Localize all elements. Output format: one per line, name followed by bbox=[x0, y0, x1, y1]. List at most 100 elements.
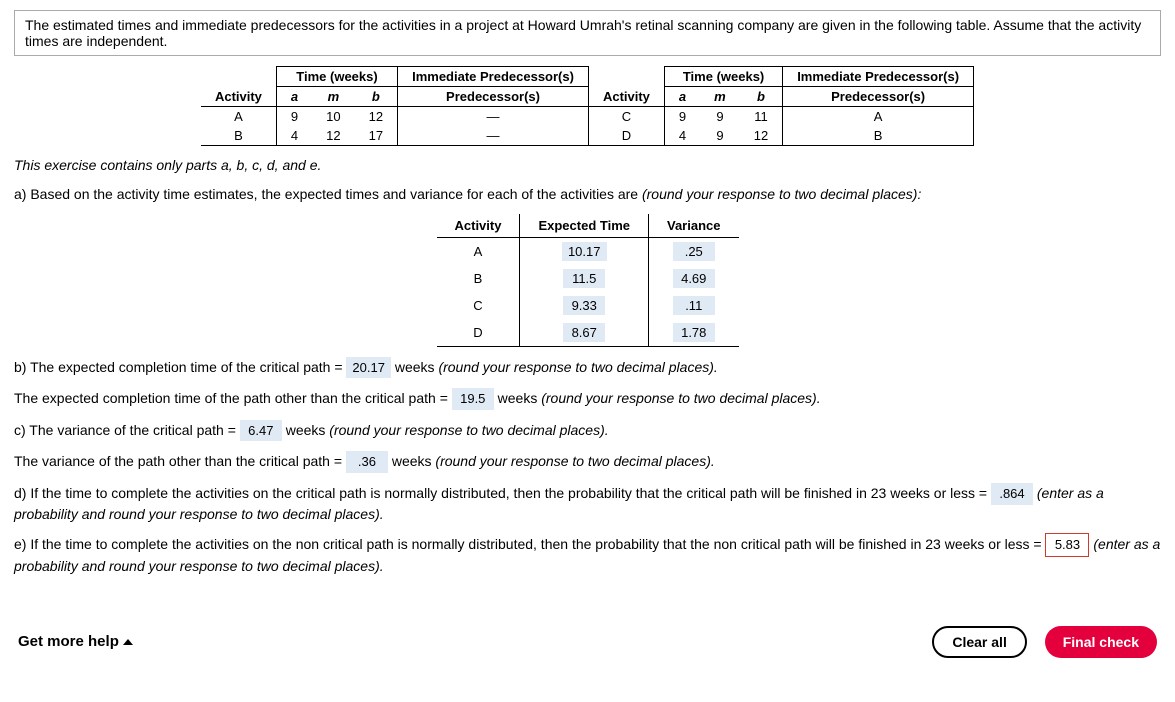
table-row: B 4 12 17 — bbox=[201, 126, 589, 146]
footer-bar: Get more help Clear all Final check bbox=[14, 626, 1161, 658]
cell: 1.78 bbox=[649, 319, 739, 347]
text: The expected completion time of the path… bbox=[14, 390, 452, 406]
part-b2: The expected completion time of the path… bbox=[14, 388, 1161, 410]
cell: B bbox=[437, 265, 520, 292]
text: a) Based on the activity time estimates,… bbox=[14, 186, 642, 202]
answer-input-error[interactable]: 5.83 bbox=[1045, 533, 1089, 557]
text: weeks bbox=[282, 422, 329, 438]
cell: 9 bbox=[276, 107, 312, 127]
cell: 11 bbox=[740, 107, 783, 127]
table-row: A 10.17 .25 bbox=[437, 237, 739, 265]
time-header: Time (weeks) bbox=[276, 67, 397, 87]
text: weeks bbox=[388, 453, 435, 469]
problem-statement: The estimated times and immediate predec… bbox=[14, 10, 1161, 56]
footer-actions: Clear all Final check bbox=[932, 626, 1157, 658]
col-a: a bbox=[276, 87, 312, 107]
cell: 12 bbox=[740, 126, 783, 146]
part-c2: The variance of the path other than the … bbox=[14, 451, 1161, 473]
answer-input[interactable]: .864 bbox=[991, 483, 1033, 505]
answer-input[interactable]: 11.5 bbox=[563, 269, 605, 288]
problem-text: The estimated times and immediate predec… bbox=[25, 17, 1141, 49]
cell: .25 bbox=[649, 237, 739, 265]
answer-input[interactable]: 1.78 bbox=[673, 323, 715, 342]
col-expected: Expected Time bbox=[520, 214, 649, 238]
text: The variance of the path other than the … bbox=[14, 453, 346, 469]
cell: 12 bbox=[355, 107, 398, 127]
text: (round your response to two decimal plac… bbox=[541, 390, 820, 406]
table-row: D 8.67 1.78 bbox=[437, 319, 739, 347]
answers-table: Activity Expected Time Variance A 10.17 … bbox=[437, 214, 739, 347]
cell: A bbox=[783, 107, 974, 127]
answer-input[interactable]: 19.5 bbox=[452, 388, 494, 410]
cell: 9 bbox=[700, 107, 740, 127]
cell: D bbox=[589, 126, 664, 146]
table-row: C 9 9 11 A bbox=[589, 107, 974, 127]
final-check-button[interactable]: Final check bbox=[1045, 626, 1157, 658]
get-more-help-button[interactable]: Get more help bbox=[18, 633, 133, 650]
caret-up-icon bbox=[123, 639, 133, 645]
cell: — bbox=[398, 126, 589, 146]
text: (round your response to two decimal plac… bbox=[435, 453, 714, 469]
activity-table-1: Time (weeks) Immediate Predecessor(s) Ac… bbox=[201, 66, 589, 146]
cell: 10 bbox=[312, 107, 354, 127]
col-b: b bbox=[355, 87, 398, 107]
answer-input[interactable]: .25 bbox=[673, 242, 715, 261]
cell: 11.5 bbox=[520, 265, 649, 292]
text: (round your response to two decimal plac… bbox=[642, 186, 921, 202]
text: (round your response to two decimal plac… bbox=[329, 422, 608, 438]
answer-input[interactable]: .11 bbox=[673, 296, 715, 315]
answer-input[interactable]: .36 bbox=[346, 451, 388, 473]
text: d) If the time to complete the activitie… bbox=[14, 485, 991, 501]
answer-input[interactable]: 6.47 bbox=[240, 420, 282, 442]
input-tables: Time (weeks) Immediate Predecessor(s) Ac… bbox=[14, 66, 1161, 146]
activity-table-2: Time (weeks) Immediate Predecessor(s) Ac… bbox=[589, 66, 974, 146]
cell: 9 bbox=[700, 126, 740, 146]
table-row: D 4 9 12 B bbox=[589, 126, 974, 146]
answer-input[interactable]: 8.67 bbox=[563, 323, 605, 342]
part-b1: b) The expected completion time of the c… bbox=[14, 357, 1161, 379]
cell: 8.67 bbox=[520, 319, 649, 347]
text: weeks bbox=[391, 359, 438, 375]
answer-input[interactable]: 10.17 bbox=[562, 242, 607, 261]
cell: A bbox=[201, 107, 276, 127]
text: e) If the time to complete the activitie… bbox=[14, 536, 1045, 552]
cell: D bbox=[437, 319, 520, 347]
cell: 10.17 bbox=[520, 237, 649, 265]
pred-header: Immediate Predecessor(s) bbox=[398, 67, 589, 87]
part-a-prompt: a) Based on the activity time estimates,… bbox=[14, 185, 1161, 204]
cell: 4.69 bbox=[649, 265, 739, 292]
answer-input[interactable]: 20.17 bbox=[346, 357, 391, 379]
text: (round your response to two decimal plac… bbox=[438, 359, 717, 375]
activity-col: Activity bbox=[589, 87, 664, 107]
part-e: e) If the time to complete the activitie… bbox=[14, 533, 1161, 575]
pred-col: Predecessor(s) bbox=[398, 87, 589, 107]
cell: 4 bbox=[664, 126, 700, 146]
col-b: b bbox=[740, 87, 783, 107]
text: weeks bbox=[494, 390, 541, 406]
cell: B bbox=[201, 126, 276, 146]
pred-header: Immediate Predecessor(s) bbox=[783, 67, 974, 87]
cell: B bbox=[783, 126, 974, 146]
answer-input[interactable]: 4.69 bbox=[673, 269, 715, 288]
col-activity: Activity bbox=[437, 214, 520, 238]
cell: 9.33 bbox=[520, 292, 649, 319]
answer-input[interactable]: 9.33 bbox=[563, 296, 605, 315]
cell: 17 bbox=[355, 126, 398, 146]
clear-all-button[interactable]: Clear all bbox=[932, 626, 1026, 658]
text: c) The variance of the critical path = bbox=[14, 422, 240, 438]
cell: 4 bbox=[276, 126, 312, 146]
cell: A bbox=[437, 237, 520, 265]
col-m: m bbox=[312, 87, 354, 107]
help-label: Get more help bbox=[18, 633, 119, 650]
cell: 9 bbox=[664, 107, 700, 127]
text: b) The expected completion time of the c… bbox=[14, 359, 346, 375]
cell: 12 bbox=[312, 126, 354, 146]
table-row: A 9 10 12 — bbox=[201, 107, 589, 127]
part-d: d) If the time to complete the activitie… bbox=[14, 483, 1161, 523]
table-row: B 11.5 4.69 bbox=[437, 265, 739, 292]
cell: C bbox=[437, 292, 520, 319]
activity-col: Activity bbox=[201, 87, 276, 107]
col-m: m bbox=[700, 87, 740, 107]
col-a: a bbox=[664, 87, 700, 107]
parts-note: This exercise contains only parts a, b, … bbox=[14, 156, 1161, 175]
